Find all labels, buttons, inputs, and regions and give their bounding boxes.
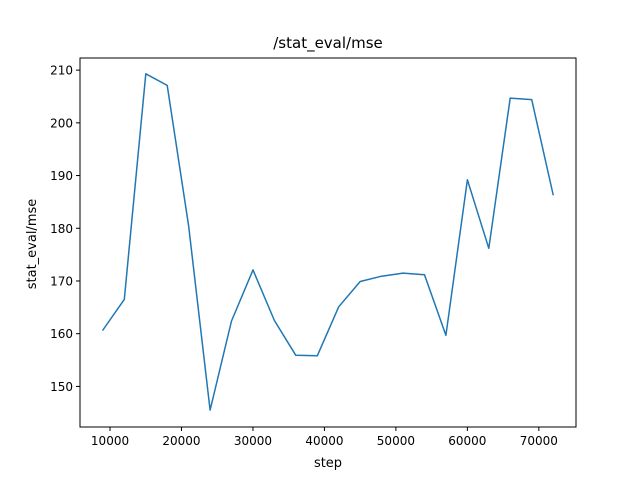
y-tick-label: 160 — [50, 327, 73, 341]
y-tick-label: 190 — [50, 169, 73, 183]
x-axis-label: step — [314, 456, 342, 471]
y-tick-label: 210 — [50, 64, 73, 78]
x-tick-label: 40000 — [305, 434, 343, 448]
series-line — [101, 73, 554, 411]
y-axis-label: stat_eval/mse — [25, 199, 40, 290]
y-axis: 150 160 170 180 190 200 210 — [50, 64, 80, 394]
y-tick-label: 180 — [50, 222, 73, 236]
plot-frame — [79, 57, 577, 428]
x-tick-label: 60000 — [448, 434, 486, 448]
y-tick-label: 200 — [50, 116, 73, 130]
x-axis: 10000 20000 30000 40000 50000 60000 70000 — [91, 427, 558, 448]
x-tick-label: 20000 — [162, 434, 200, 448]
chart-title: /stat_eval/mse — [273, 34, 383, 53]
y-tick-label: 150 — [50, 380, 73, 394]
x-tick-label: 50000 — [377, 434, 415, 448]
x-tick-label: 70000 — [520, 434, 558, 448]
y-tick-label: 170 — [50, 274, 73, 288]
x-tick-label: 10000 — [91, 434, 129, 448]
plot-area — [101, 73, 554, 411]
x-tick-label: 30000 — [234, 434, 272, 448]
